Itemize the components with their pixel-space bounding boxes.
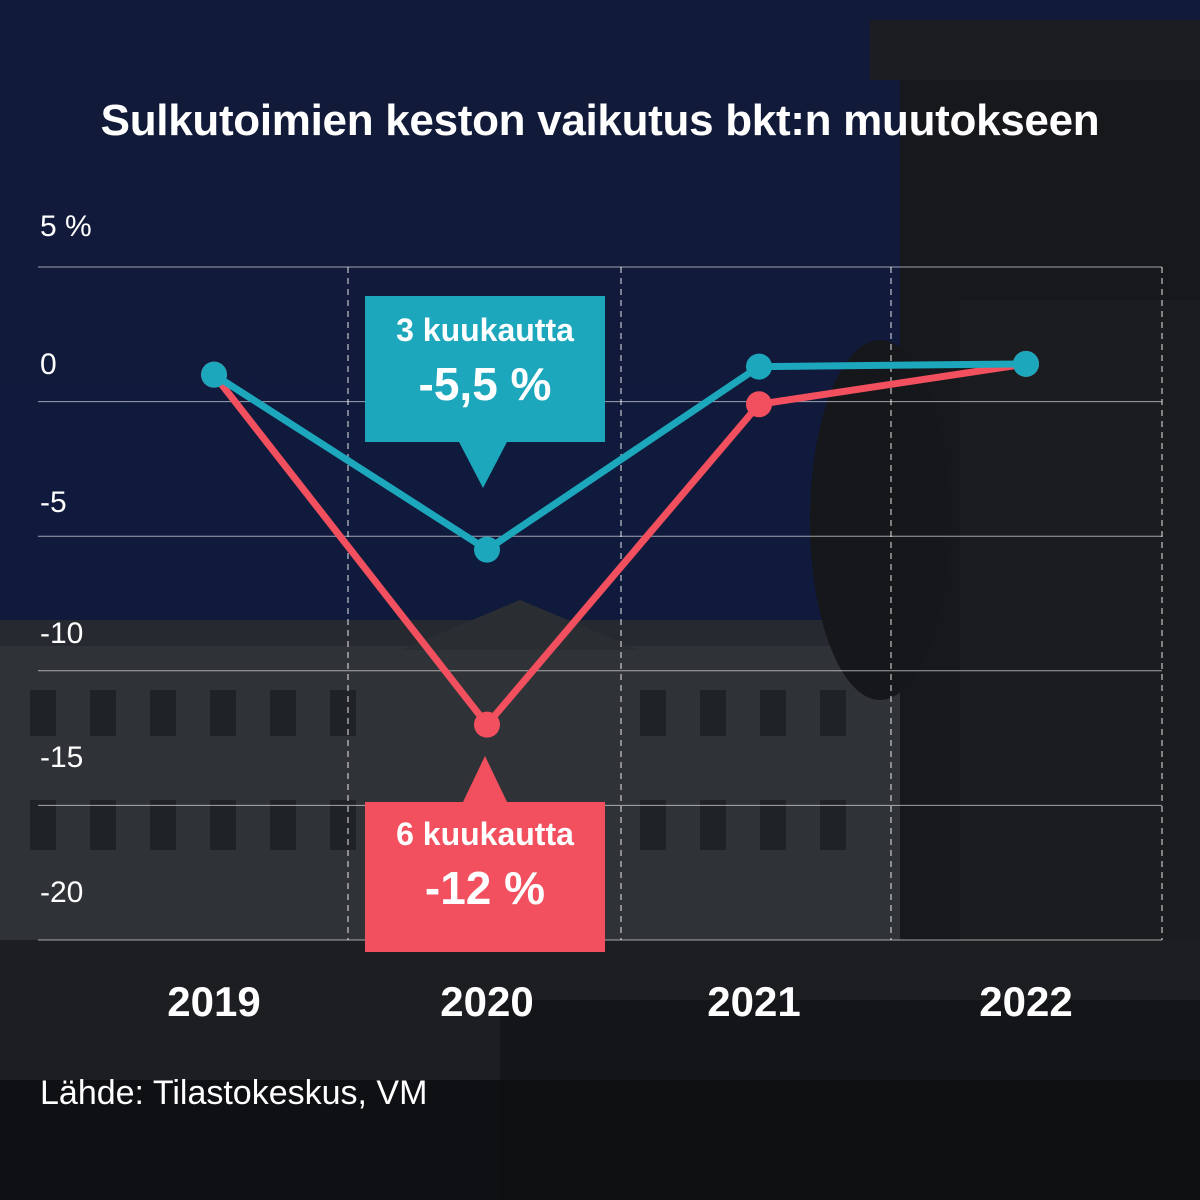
- data-point-3-kuukautta-2022: [1013, 350, 1039, 377]
- callout-6-months: 6 kuukautta -12 %: [365, 816, 605, 915]
- y-tick-label-minus10: -10: [40, 617, 84, 650]
- y-tick-label-minus5: -5: [40, 486, 67, 519]
- callout-6-months-label: 6 kuukautta: [396, 816, 574, 852]
- series-line-3-kuukautta: [210, 360, 1030, 554]
- x-tick-label-2019: 2019: [167, 978, 261, 1025]
- data-point-6-kuukautta-2020: [474, 711, 500, 738]
- y-tick-label-minus15: -15: [40, 741, 84, 774]
- callout-6-months-value: -12 %: [424, 862, 546, 914]
- y-tick-label-0: 0: [40, 348, 57, 381]
- data-point-6-kuukautta-2021: [746, 391, 772, 418]
- series-line-6-kuukautta: [210, 360, 1030, 729]
- callout-6-months-box: [365, 802, 605, 952]
- y-tick-label-minus20: -20: [40, 876, 84, 909]
- x-tick-label-2021: 2021: [707, 978, 801, 1025]
- callout-6-months-pointer: [462, 756, 508, 804]
- callout-3-months: 3 kuukautta -5,5 %: [365, 312, 605, 411]
- callout-3-months-label: 3 kuukautta: [396, 312, 574, 348]
- callout-3-months-value: -5,5 %: [418, 358, 552, 410]
- data-point-3-kuukautta-2020: [474, 536, 500, 563]
- y-tick-label-5: 5 %: [40, 210, 92, 243]
- data-point-3-kuukautta-2021: [746, 353, 772, 380]
- data-point-3-kuukautta-2019: [201, 361, 227, 388]
- x-tick-label-2020: 2020: [440, 978, 534, 1025]
- source-note: Lähde: Tilastokeskus, VM: [40, 1074, 428, 1112]
- callout-3-months-box: [365, 296, 605, 442]
- chart-title: Sulkutoimien keston vaikutus bkt:n muuto…: [100, 96, 1100, 145]
- x-tick-label-2022: 2022: [979, 978, 1073, 1025]
- callout-3-months-pointer: [458, 440, 508, 488]
